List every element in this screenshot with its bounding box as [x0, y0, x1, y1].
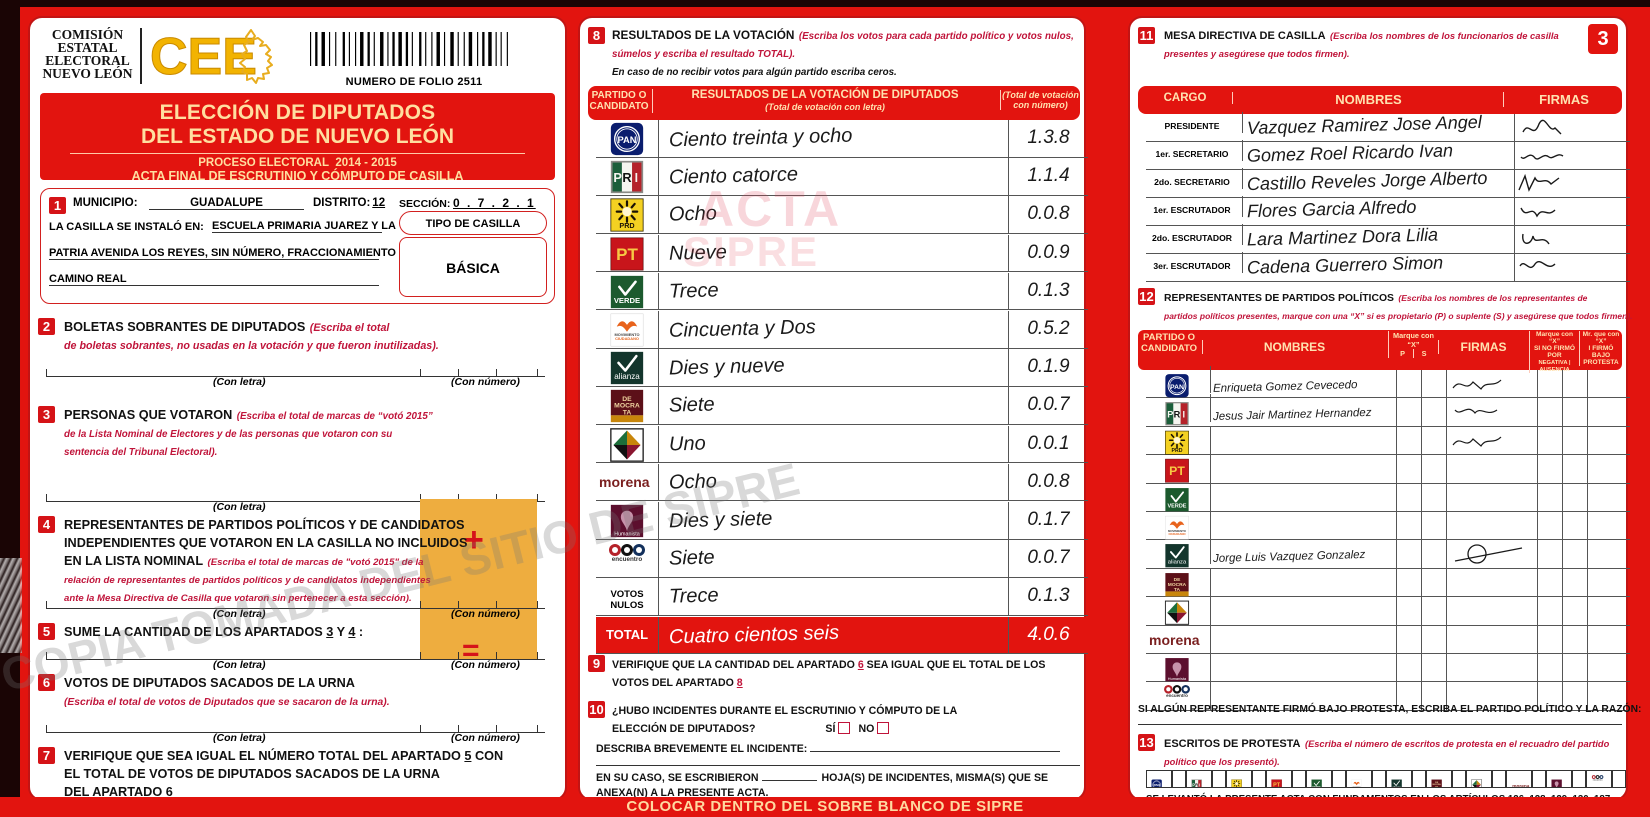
- svg-text:CIUDADANO: CIUDADANO: [1168, 532, 1186, 536]
- svg-text:CIUDADANO: CIUDADANO: [615, 336, 639, 341]
- svg-text:DE: DE: [1174, 577, 1182, 583]
- svg-text:P: P: [1192, 782, 1195, 787]
- svg-text:VERDE: VERDE: [1312, 786, 1321, 788]
- svg-text:morena: morena: [599, 474, 650, 490]
- svg-text:TA: TA: [1174, 587, 1181, 593]
- svg-text:VERDE: VERDE: [614, 296, 640, 305]
- svg-text:R: R: [622, 170, 631, 185]
- svg-text:PAN: PAN: [1170, 384, 1184, 391]
- svg-text:Humanista: Humanista: [1553, 787, 1561, 788]
- svg-text:PT: PT: [1169, 464, 1185, 478]
- svg-text:CEE: CEE: [150, 28, 257, 86]
- svg-text:PT: PT: [1273, 783, 1281, 788]
- svg-text:morena: morena: [1149, 632, 1200, 648]
- svg-text:encuentro: encuentro: [1593, 779, 1603, 781]
- svg-text:R: R: [1195, 782, 1198, 787]
- svg-text:P: P: [1167, 410, 1173, 420]
- svg-text:Humanista: Humanista: [614, 531, 640, 537]
- svg-text:PRD: PRD: [1172, 448, 1183, 454]
- svg-text:alianza: alianza: [614, 372, 640, 381]
- svg-text:encuentro: encuentro: [612, 556, 643, 562]
- svg-text:PT: PT: [616, 245, 638, 264]
- svg-text:I: I: [1182, 410, 1185, 420]
- svg-text:DE: DE: [622, 396, 632, 403]
- svg-text:morena: morena: [1512, 784, 1530, 788]
- svg-text:P: P: [613, 170, 622, 185]
- svg-text:alianza: alianza: [1168, 560, 1187, 566]
- svg-text:TA: TA: [623, 410, 632, 417]
- svg-text:MOCRA: MOCRA: [614, 403, 640, 410]
- svg-text:Humanista: Humanista: [1168, 677, 1187, 681]
- svg-text:I: I: [1199, 782, 1200, 787]
- svg-text:MOCRA: MOCRA: [1168, 582, 1187, 588]
- svg-text:encuentro: encuentro: [1166, 694, 1188, 699]
- svg-text:PAN: PAN: [617, 135, 636, 145]
- svg-text:PRD: PRD: [619, 221, 634, 230]
- svg-text:PAN: PAN: [1154, 783, 1160, 787]
- svg-text:VERDE: VERDE: [1168, 503, 1187, 509]
- svg-text:I: I: [635, 170, 639, 185]
- svg-text:R: R: [1174, 410, 1181, 420]
